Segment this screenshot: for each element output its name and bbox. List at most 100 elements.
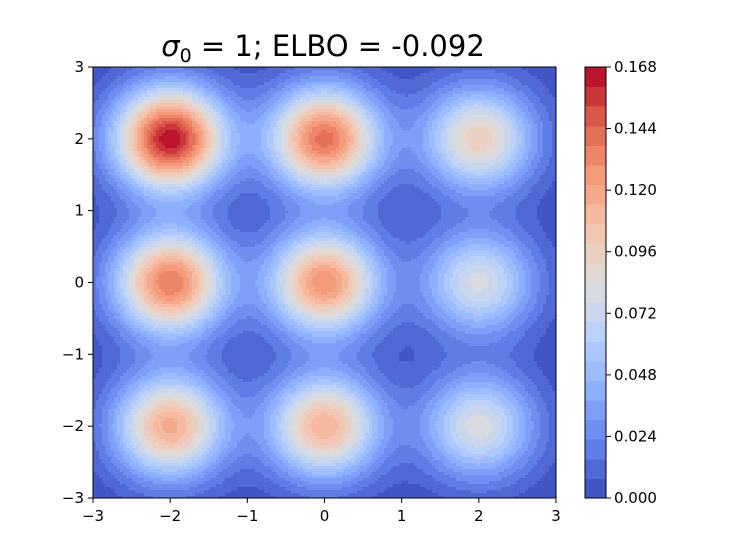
contour-cell (246, 94, 250, 98)
contour-cell (177, 94, 181, 98)
contour-cell (549, 109, 553, 113)
contour-cell (408, 91, 412, 95)
contour-cell (96, 133, 100, 137)
contour-cell (459, 136, 463, 140)
contour-cell (279, 130, 283, 134)
contour-cell (186, 142, 190, 146)
contour-cell (348, 100, 352, 104)
contour-cell (147, 124, 151, 128)
contour-cell (369, 94, 373, 98)
contour-cell (495, 109, 499, 113)
contour-cell (498, 82, 502, 86)
contour-cell (294, 130, 298, 134)
contour-cell (189, 91, 193, 95)
contour-cell (381, 118, 385, 122)
contour-cell (333, 88, 337, 92)
contour-cell (456, 148, 460, 152)
contour-cell (459, 124, 463, 128)
contour-cell (171, 79, 175, 83)
contour-cell (537, 154, 541, 158)
contour-cell (357, 100, 361, 104)
contour-cell (426, 82, 430, 86)
contour-cell (525, 103, 529, 107)
contour-cell (552, 148, 556, 152)
contour-cell (381, 145, 385, 149)
contour-cell (504, 154, 508, 158)
contour-cell (168, 88, 172, 92)
contour-cell (498, 106, 502, 110)
contour-cell (531, 142, 535, 146)
contour-cell (402, 121, 406, 125)
contour-cell (96, 121, 100, 125)
contour-cell (447, 112, 451, 116)
contour-cell (282, 112, 286, 116)
contour-cell (108, 94, 112, 98)
contour-cell (198, 76, 202, 80)
contour-cell (384, 79, 388, 83)
contour-cell (93, 73, 97, 77)
contour-cell (417, 82, 421, 86)
contour-cell (144, 82, 148, 86)
contour-cell (183, 103, 187, 107)
contour-cell (483, 91, 487, 95)
contour-cell (315, 151, 319, 155)
contour-cell (426, 106, 430, 110)
contour-cell (459, 133, 463, 137)
contour-cell (96, 118, 100, 122)
contour-cell (507, 124, 511, 128)
contour-cell (498, 109, 502, 113)
contour-cell (273, 151, 277, 155)
contour-cell (117, 163, 121, 167)
contour-cell (360, 76, 364, 80)
contour-cell (291, 70, 295, 74)
contour-cell (123, 124, 127, 128)
contour-cell (471, 154, 475, 158)
contour-cell (420, 70, 424, 74)
contour-cell (279, 94, 283, 98)
contour-cell (381, 148, 385, 152)
contour-cell (510, 148, 514, 152)
contour-cell (351, 127, 355, 131)
contour-cell (117, 103, 121, 107)
contour-cell (552, 151, 556, 155)
contour-cell (339, 112, 343, 116)
contour-cell (510, 133, 514, 137)
contour-cell (288, 103, 292, 107)
contour-cell (222, 97, 226, 101)
contour-cell (336, 106, 340, 110)
contour-cell (327, 82, 331, 86)
contour-cell (114, 91, 118, 95)
contour-cell (333, 85, 337, 89)
contour-cell (474, 157, 478, 161)
contour-cell (153, 151, 157, 155)
contour-cell (459, 100, 463, 104)
contour-cell (429, 106, 433, 110)
contour-cell (126, 115, 130, 119)
contour-cell (204, 145, 208, 149)
contour-cell (438, 157, 442, 161)
contour-cell (132, 91, 136, 95)
contour-cell (141, 127, 145, 131)
contour-cell (471, 73, 475, 77)
contour-cell (468, 109, 472, 113)
contour-cell (432, 154, 436, 158)
contour-cell (198, 79, 202, 83)
contour-cell (489, 154, 493, 158)
contour-cell (345, 91, 349, 95)
contour-cell (402, 79, 406, 83)
contour-cell (498, 103, 502, 107)
contour-cell (504, 112, 508, 116)
contour-cell (387, 106, 391, 110)
contour-cell (249, 139, 253, 143)
contour-cell (426, 127, 430, 131)
contour-cell (117, 145, 121, 149)
contour-cell (309, 73, 313, 77)
contour-cell (348, 124, 352, 128)
contour-cell (468, 139, 472, 143)
contour-cell (387, 127, 391, 131)
contour-cell (510, 67, 514, 71)
contour-cell (474, 154, 478, 158)
contour-cell (99, 94, 103, 98)
contour-cell (249, 109, 253, 113)
contour-cell (228, 106, 232, 110)
